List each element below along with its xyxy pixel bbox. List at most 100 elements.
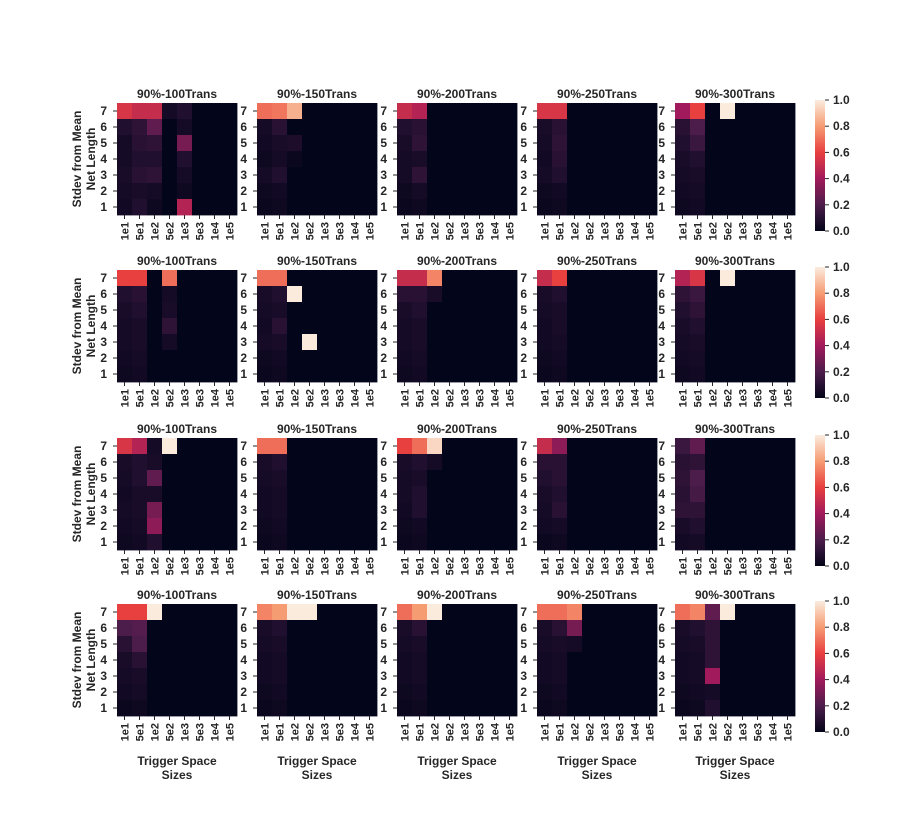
heatmap-cell	[472, 183, 488, 200]
heatmap-cell	[162, 486, 178, 503]
heatmap-cell	[750, 518, 766, 535]
heatmap-cell	[765, 183, 781, 200]
heatmap-cell	[675, 350, 691, 367]
heatmap-cell	[487, 199, 503, 216]
heatmap-cell	[272, 270, 288, 287]
y-tick-label: 7	[100, 605, 107, 619]
heatmap-cell	[567, 534, 583, 551]
y-tick-label: 6	[380, 120, 387, 134]
heatmap-cell	[502, 438, 518, 455]
heatmap-cell	[117, 183, 133, 200]
heatmap-cell	[735, 135, 751, 152]
y-tick-label: 3	[520, 669, 527, 683]
heatmap-cell	[720, 286, 736, 303]
heatmap-cell	[675, 302, 691, 319]
heatmap-cell	[317, 668, 333, 685]
x-tick-label: 5e2	[723, 557, 735, 575]
heatmap-cell	[597, 502, 613, 519]
heatmap-cell	[502, 103, 518, 120]
heatmap-cell	[257, 135, 273, 152]
heatmap-cell	[582, 318, 598, 335]
x-tick-label: 1e2	[708, 723, 720, 741]
panel-title: 90%-250Trans	[557, 588, 637, 602]
heatmap-cell	[207, 103, 223, 120]
heatmap-cell	[257, 438, 273, 455]
heatmap-cell	[642, 454, 658, 471]
y-tick-label: 3	[240, 335, 247, 349]
heatmap-cell	[192, 636, 208, 653]
y-tick-label: 2	[520, 351, 527, 365]
x-tick-label: 1e1	[400, 222, 412, 240]
heatmap-cell	[582, 286, 598, 303]
heatmap-cell	[332, 454, 348, 471]
heatmap-cell	[177, 350, 193, 367]
heatmap-cell	[317, 167, 333, 184]
panel-title: 90%-250Trans	[557, 87, 637, 101]
heatmap-cell	[582, 518, 598, 535]
heatmap-cell	[537, 620, 553, 637]
heatmap-cell	[207, 318, 223, 335]
y-tick-label: 1	[520, 701, 527, 715]
heatmap-cell	[780, 700, 796, 717]
heatmap-cell	[332, 167, 348, 184]
heatmap-cell	[162, 270, 178, 287]
heatmap-cell	[675, 636, 691, 653]
heatmap-cell	[287, 151, 303, 168]
heatmap-cell	[362, 199, 378, 216]
heatmap-cell	[427, 438, 443, 455]
heatmap-cell	[207, 119, 223, 136]
heatmap-cell	[162, 438, 178, 455]
heatmap-cell	[192, 318, 208, 335]
heatmap-cell	[457, 350, 473, 367]
heatmap-cell	[487, 167, 503, 184]
x-tick-label: 5e2	[585, 723, 597, 741]
heatmap-cell	[675, 135, 691, 152]
x-tick-label: 5e3	[195, 222, 207, 240]
y-tick-label: 2	[240, 685, 247, 699]
heatmap-cell	[720, 318, 736, 335]
heatmap-cell	[675, 438, 691, 455]
heatmap-cell	[612, 270, 628, 287]
heatmap-cell	[177, 438, 193, 455]
heatmap-cell	[177, 286, 193, 303]
heatmap-cell	[502, 286, 518, 303]
heatmap-cell	[552, 334, 568, 351]
y-tick-label: 7	[380, 439, 387, 453]
heatmap-cell	[192, 119, 208, 136]
heatmap-cell	[117, 700, 133, 717]
heatmap-cell	[222, 366, 238, 383]
heatmap-cell	[412, 270, 428, 287]
heatmap-cell	[332, 286, 348, 303]
heatmap-cell	[272, 286, 288, 303]
heatmap-cell	[317, 470, 333, 487]
y-tick-label: 2	[658, 685, 665, 699]
heatmap-cell	[472, 318, 488, 335]
x-tick-label: 1e4	[630, 388, 642, 407]
heatmap-cell	[147, 183, 163, 200]
heatmap-cell	[397, 470, 413, 487]
heatmap-cell	[705, 534, 721, 551]
heatmap-cell	[132, 103, 148, 120]
heatmap-cell	[257, 183, 273, 200]
x-axis-label: Sizes	[720, 768, 751, 782]
heatmap-cell	[612, 486, 628, 503]
x-tick-label: 5e3	[615, 557, 627, 575]
x-axis-label: Trigger Space	[417, 754, 497, 768]
x-tick-label: 1e4	[490, 388, 502, 407]
heatmap-cell	[317, 183, 333, 200]
heatmap-cell	[612, 334, 628, 351]
heatmap-cell	[347, 103, 363, 120]
y-tick-label: 3	[100, 335, 107, 349]
y-tick-label: 5	[658, 303, 665, 317]
x-tick-label: 1e4	[768, 388, 780, 407]
heatmap-cell	[272, 103, 288, 120]
x-tick-label: 1e3	[320, 222, 332, 240]
heatmap-cell	[765, 199, 781, 216]
heatmap-cell	[627, 620, 643, 637]
y-tick-label: 5	[520, 471, 527, 485]
heatmap-cell	[675, 286, 691, 303]
heatmap-cell	[582, 103, 598, 120]
x-tick-label: 5e2	[165, 222, 177, 240]
y-tick-label: 7	[520, 605, 527, 619]
x-tick-label: 1e4	[350, 221, 362, 240]
